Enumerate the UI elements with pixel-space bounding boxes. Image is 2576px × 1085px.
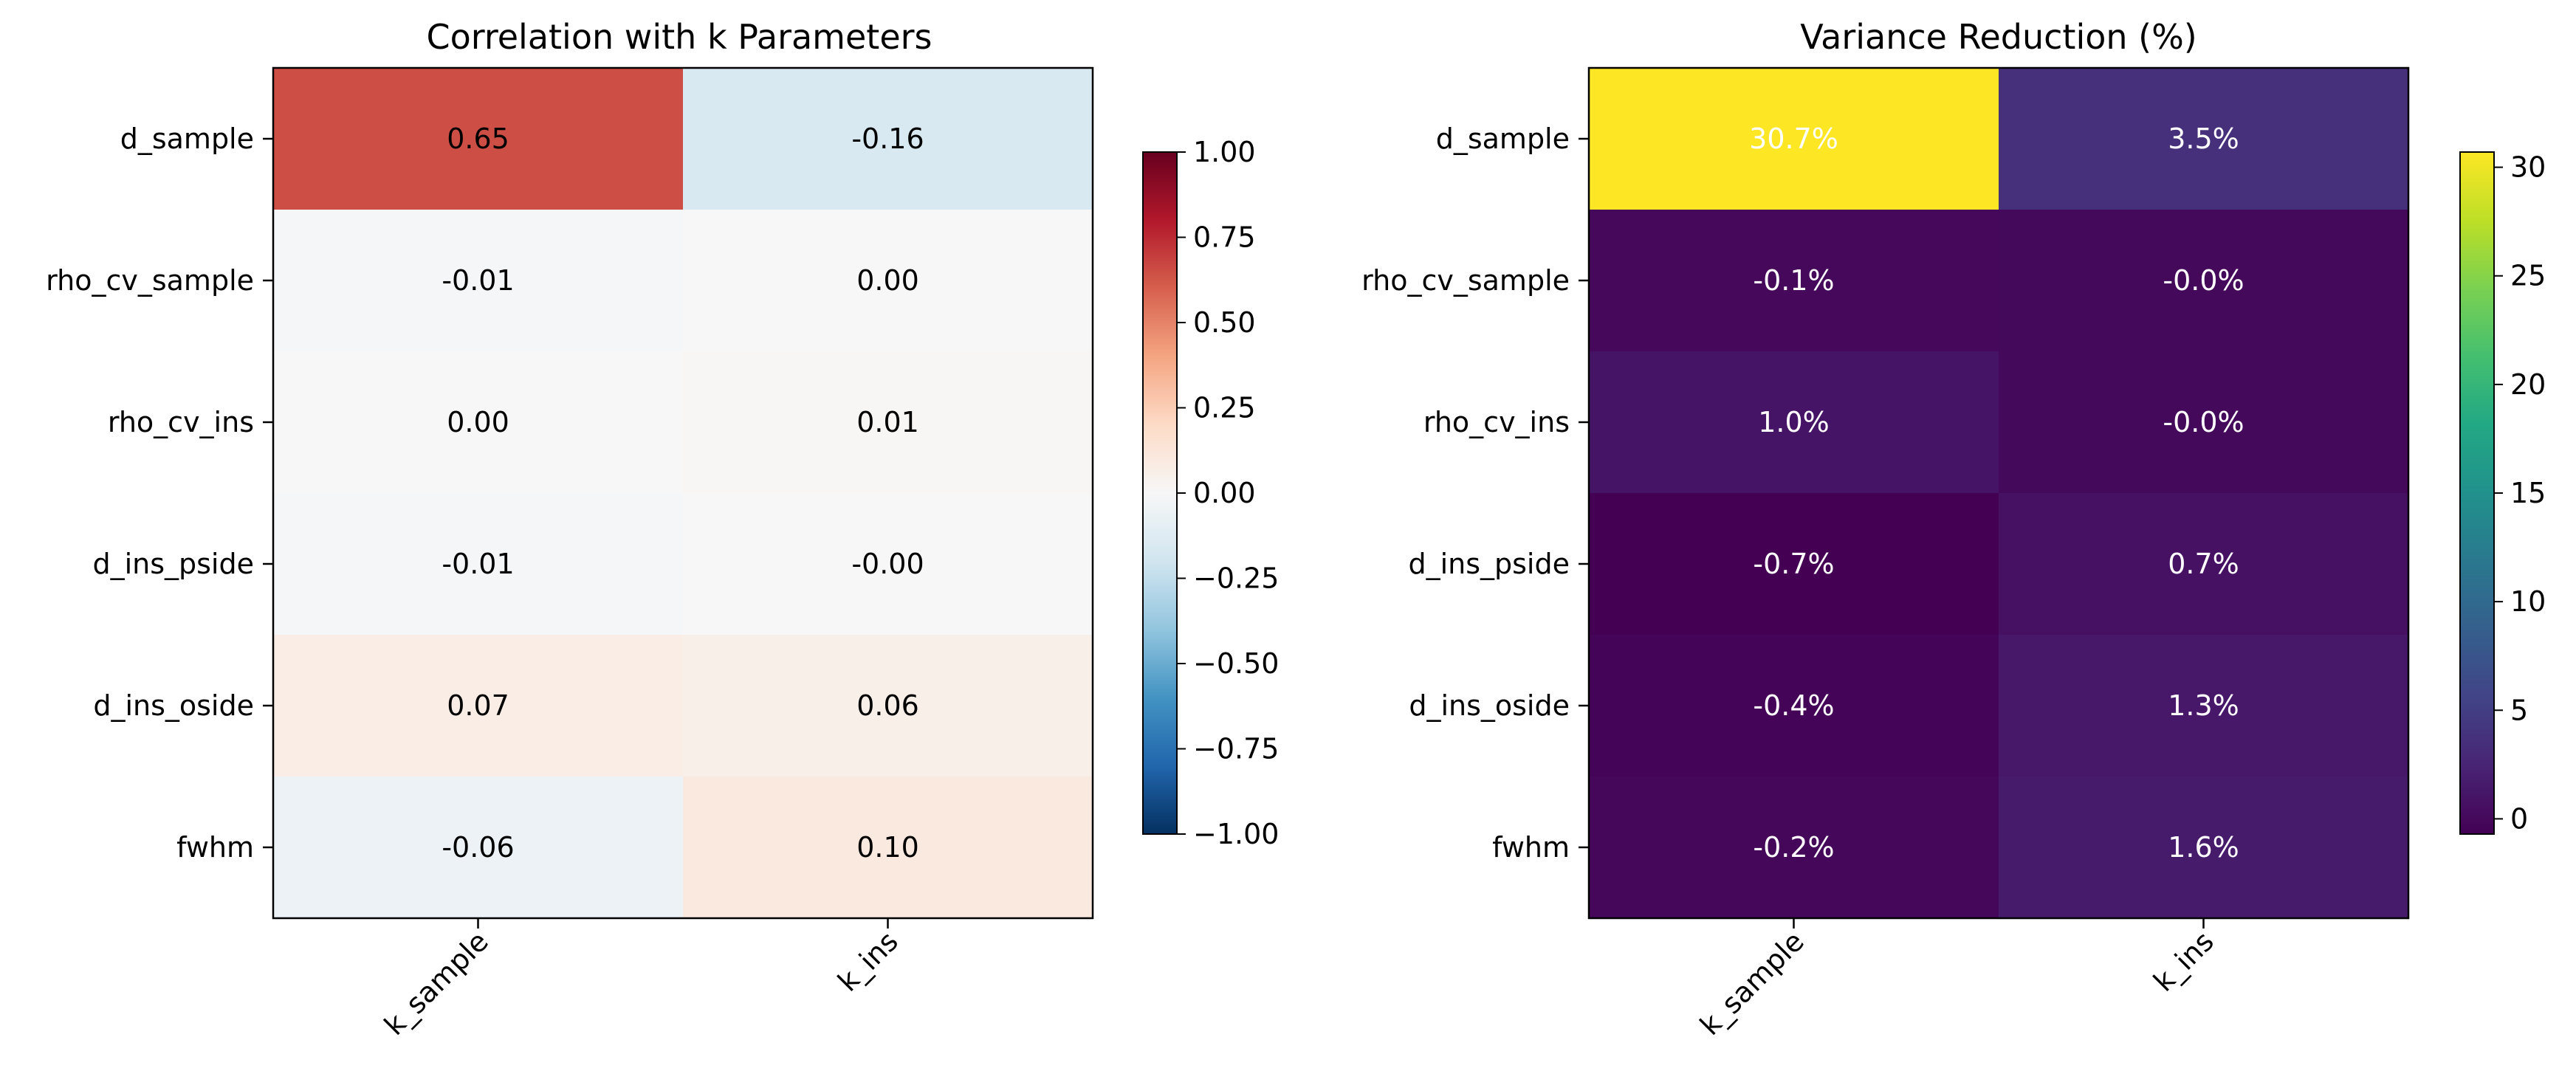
row-label: rho_cv_ins (1423, 406, 1570, 438)
colorbar-tick-label: 30 (2510, 151, 2546, 184)
colorbar-tick-label: 0 (2510, 802, 2528, 835)
row-label: d_sample (120, 123, 254, 155)
correlation-heatmap-row-labels: d_sample rho_cv_sample rho_cv_ins d_ins_psi… (46, 123, 273, 864)
cell-value-label: -0.1% (1753, 264, 1834, 297)
cell-value-label: 0.00 (856, 264, 919, 297)
row-label: d_ins_pside (1408, 548, 1570, 580)
colorbar-tick-label: 1.00 (1193, 136, 1256, 168)
heatmap-cell (1999, 68, 2409, 210)
heatmap-cell (1589, 635, 1999, 777)
cell-value-label: 30.7% (1749, 123, 1838, 155)
cell-value-label: 0.01 (856, 406, 919, 438)
cell-value-label: 0.07 (447, 689, 509, 722)
heatmap-cell (683, 635, 1093, 777)
cell-value-label: -0.2% (1753, 831, 1834, 864)
heatmap-cell (273, 635, 684, 777)
heatmap-cell (683, 776, 1093, 919)
variance-heatmap-title: Variance Reduction (%) (1800, 17, 2197, 57)
heatmap-cell (683, 210, 1093, 352)
heatmap-cell (1999, 635, 2409, 777)
colorbar-tick-label: 0.00 (1193, 477, 1256, 509)
heatmap-cell (1589, 351, 1999, 494)
cell-value-label: -0.00 (851, 548, 924, 580)
row-label: fwhm (1492, 831, 1570, 864)
colorbar-tick-label: 15 (2510, 477, 2546, 509)
row-label: rho_cv_sample (46, 264, 254, 297)
variance-heatmap-column-labels: k_sample k_ins (1694, 918, 2220, 1041)
correlation-colorbar (1142, 151, 1178, 835)
column-label: k_ins (831, 925, 904, 998)
heatmap-cell (683, 68, 1093, 210)
column-label: k_sample (1694, 925, 1810, 1041)
row-label: fwhm (176, 831, 254, 864)
variance-colorbar-ticks: 30 25 20 15 10 5 0 (2494, 151, 2546, 835)
cell-value-label: 1.0% (1758, 406, 1830, 438)
column-label: k_ins (2147, 925, 2220, 998)
correlation-heatmap-title: Correlation with k Parameters (426, 17, 932, 57)
cell-value-label: 0.00 (447, 406, 509, 438)
cell-value-label: -0.01 (442, 548, 514, 580)
heatmap-cell (1589, 68, 1999, 210)
colorbar-tick-label: 20 (2510, 368, 2546, 401)
column-label: k_sample (378, 925, 495, 1041)
variance-heatmap-frame (1587, 66, 2410, 920)
cell-value-label: -0.0% (2163, 264, 2244, 297)
colorbar-tick-label: 0.50 (1193, 306, 1256, 339)
heatmap-cell (273, 351, 684, 494)
heatmap-cell (1589, 210, 1999, 352)
cell-value-label: 0.06 (856, 689, 919, 722)
cell-value-label: 0.65 (447, 123, 509, 155)
row-label: d_ins_oside (93, 689, 254, 722)
correlation-heatmap-cells: 0.65 -0.16 -0.01 0.00 0.00 0.01 -0.01 -0.00 0.07… (273, 68, 1093, 919)
row-label: rho_cv_sample (1361, 264, 1570, 297)
heatmap-cell (273, 68, 684, 210)
heatmap-cell (1589, 776, 1999, 919)
row-label: d_ins_pside (92, 548, 254, 580)
heatmap-cell (1999, 776, 2409, 919)
cell-value-label: -0.16 (851, 123, 924, 155)
colorbar-tick-label: 10 (2510, 585, 2546, 618)
cell-value-label: 0.10 (856, 831, 919, 864)
colorbar-tick-label: 0.25 (1193, 392, 1256, 424)
variance-heatmap-panel: Variance Reduction (%) 30.7% 3.5% -0.1% -0.… (1361, 17, 2546, 1041)
cell-value-label: -0.4% (1753, 689, 1834, 722)
cell-value-label: -0.7% (1753, 548, 1834, 580)
heatmap-cell (273, 776, 684, 919)
cell-value-label: 1.6% (2168, 831, 2239, 864)
colorbar-tick-label: −0.75 (1193, 733, 1279, 765)
colorbar-tick-label: −0.25 (1193, 562, 1279, 595)
cell-value-label: -0.01 (442, 264, 514, 297)
cell-value-label: 1.3% (2168, 689, 2239, 722)
cell-value-label: -0.0% (2163, 406, 2244, 438)
heatmap-cell (683, 493, 1093, 636)
correlation-heatmap-panel: Correlation with k Parameters 0.65 -0.16 -… (46, 17, 1279, 1041)
heatmap-cell (1589, 493, 1999, 636)
heatmap-cell (273, 210, 684, 352)
colorbar-tick-label: 25 (2510, 260, 2546, 292)
colorbar-tick-label: 0.75 (1193, 221, 1256, 254)
correlation-heatmap-column-labels: k_sample k_ins (378, 918, 904, 1041)
heatmap-cell (683, 351, 1093, 494)
variance-colorbar (2459, 151, 2495, 835)
heatmap-cell (1999, 493, 2409, 636)
cell-value-label: -0.06 (442, 831, 514, 864)
colorbar-tick-label: −0.50 (1193, 647, 1279, 680)
cell-value-label: 0.7% (2168, 548, 2239, 580)
heatmap-cell (273, 493, 684, 636)
cell-value-label: 3.5% (2168, 123, 2239, 155)
colorbar-tick-label: 5 (2510, 694, 2528, 726)
row-label: d_ins_oside (1409, 689, 1570, 722)
variance-heatmap-cells: 30.7% 3.5% -0.1% -0.0% 1.0% -0.0% -0.7% 0.7% -0.… (1589, 68, 2409, 919)
row-label: d_sample (1436, 123, 1570, 155)
colorbar-tick-label: −1.00 (1193, 818, 1279, 850)
heatmap-cell (1999, 351, 2409, 494)
row-label: rho_cv_ins (108, 406, 254, 438)
heatmap-cell (1999, 210, 2409, 352)
variance-heatmap-row-labels: d_sample rho_cv_sample rho_cv_ins d_ins_psi… (1361, 123, 1589, 864)
correlation-heatmap-frame (272, 66, 1094, 920)
correlation-colorbar-ticks: 1.00 0.75 0.50 0.25 0.00 −0.25 −0.50 −0.75 −1.00 (1177, 136, 1279, 850)
